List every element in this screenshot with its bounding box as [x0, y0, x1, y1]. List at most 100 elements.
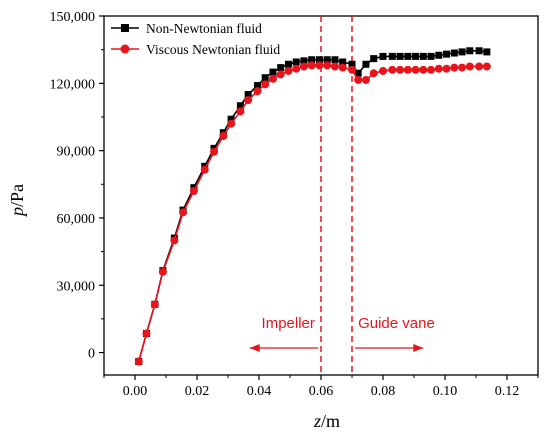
data-point: [292, 64, 301, 73]
data-point: [170, 236, 179, 245]
data-point: [227, 115, 235, 123]
data-point: [308, 56, 316, 64]
x-tick-label: 0.00: [123, 384, 148, 399]
data-point: [465, 62, 474, 71]
data-point: [354, 69, 362, 77]
data-point: [323, 61, 332, 70]
x-tick-label: 0.08: [371, 384, 396, 399]
data-point: [434, 64, 443, 73]
data-point: [210, 147, 219, 156]
data-point: [244, 91, 252, 99]
y-tick-label: 150,000: [50, 10, 96, 25]
data-point: [200, 165, 209, 174]
legend-label: Viscous Newtonian fluid: [146, 42, 280, 57]
data-point: [482, 62, 491, 71]
legend-marker: [120, 44, 130, 54]
x-axis-variable: z: [313, 411, 321, 431]
data-point: [370, 55, 378, 63]
x-axis-title: z/m: [313, 411, 340, 431]
y-axis: 0 30,000 60,000 90,000 120,000 150,000: [50, 10, 104, 362]
annotation-label: Impeller: [262, 315, 315, 332]
data-point: [412, 52, 420, 60]
data-point: [354, 75, 363, 84]
data-point: [450, 49, 458, 57]
data-point: [253, 82, 261, 90]
data-point: [244, 96, 253, 105]
data-point: [158, 267, 167, 276]
data-point: [419, 52, 427, 60]
data-point: [443, 50, 451, 58]
x-tick-label: 0.06: [309, 384, 334, 399]
data-point: [236, 102, 244, 110]
x-tick-label: 0.02: [185, 384, 210, 399]
x-tick-label: 0.10: [433, 384, 458, 399]
data-point: [348, 65, 356, 74]
data-point: [277, 64, 285, 72]
data-point: [442, 64, 451, 73]
data-point: [268, 74, 277, 83]
y-axis-unit: /Pa: [7, 184, 27, 207]
data-point: [236, 107, 245, 116]
data-point: [411, 65, 420, 74]
data-point: [379, 52, 387, 60]
data-point: [189, 187, 198, 196]
data-point: [362, 60, 370, 68]
data-point: [427, 52, 435, 60]
region-annotations: Impeller Guide vane: [249, 315, 435, 352]
y-axis-variable: p: [7, 207, 27, 218]
data-point: [458, 48, 466, 56]
annotation-arrow-head: [249, 344, 260, 352]
x-axis: 0.00 0.02 0.04 0.06 0.08 0.10 0.12: [103, 375, 539, 399]
legend-item: Viscous Newtonian fluid: [111, 42, 280, 57]
data-point: [315, 61, 324, 70]
data-point: [388, 52, 396, 60]
data-point: [292, 58, 300, 66]
data-point: [339, 58, 347, 66]
data-point: [396, 52, 404, 60]
data-point: [331, 56, 339, 64]
annotation-label: Guide vane: [358, 315, 435, 332]
y-tick-label: 120,000: [50, 77, 96, 92]
y-axis-title: p/Pa: [7, 184, 27, 218]
legend-item: Non-Newtonian fluid: [111, 21, 262, 36]
x-tick-label: 0.04: [247, 384, 272, 399]
y-tick-label: 90,000: [57, 145, 96, 160]
data-point: [396, 65, 405, 74]
data-point: [450, 63, 459, 72]
data-point: [330, 62, 339, 71]
data-point: [323, 56, 331, 64]
data-point: [388, 65, 397, 74]
data-point: [261, 80, 270, 89]
data-point: [227, 119, 236, 128]
data-point: [307, 61, 316, 70]
data-point: [338, 63, 347, 72]
data-point: [219, 132, 228, 141]
legend: Non-Newtonian fluid Viscous Newtonian flu…: [111, 21, 280, 57]
data-point: [419, 65, 428, 74]
data-point: [361, 75, 370, 84]
data-point: [315, 56, 323, 64]
data-point: [435, 51, 443, 59]
y-tick-label: 60,000: [57, 212, 96, 227]
data-point: [253, 87, 262, 96]
y-tick-label: 30,000: [57, 279, 96, 294]
data-point: [403, 65, 412, 74]
data-point: [300, 57, 308, 65]
data-point: [261, 74, 269, 82]
data-point: [369, 69, 378, 78]
data-point: [269, 68, 277, 76]
series-2: [134, 61, 491, 366]
data-point: [348, 60, 356, 68]
data-point: [483, 48, 491, 56]
data-point: [427, 65, 436, 74]
series-group: [134, 47, 491, 366]
data-point: [466, 47, 474, 55]
legend-marker: [121, 24, 129, 32]
y-tick-label: 0: [88, 347, 95, 362]
annotation-arrow-head: [413, 344, 424, 352]
data-point: [404, 52, 412, 60]
data-point: [276, 70, 285, 79]
data-point: [150, 300, 159, 309]
data-point: [142, 329, 151, 338]
